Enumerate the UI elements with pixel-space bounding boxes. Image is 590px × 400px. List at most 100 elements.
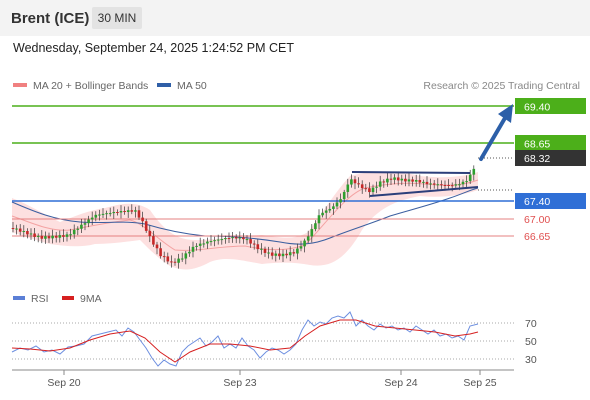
candle-body-38 xyxy=(144,221,148,231)
bollinger-swatch xyxy=(13,83,27,88)
legend-ma50: MA 50 xyxy=(157,80,207,92)
candle-body-84 xyxy=(310,229,314,237)
candle-body-66 xyxy=(245,239,249,241)
x-label-sep23: Sep 23 xyxy=(223,377,256,389)
candle-body-25 xyxy=(98,214,101,216)
candle-body-70 xyxy=(260,248,263,250)
candle-body-88 xyxy=(324,210,328,213)
candle-body-33 xyxy=(126,210,130,212)
candle-body-90 xyxy=(332,206,335,209)
candle-body-118 xyxy=(432,183,436,185)
candle-body-20 xyxy=(80,224,83,229)
candle-body-22 xyxy=(87,219,90,224)
candle-body-125 xyxy=(458,184,461,186)
candle-body-7 xyxy=(33,233,36,237)
candle-body-115 xyxy=(422,181,425,183)
candle-body-114 xyxy=(418,180,422,183)
candle-body-108 xyxy=(396,177,400,181)
candle-body-45 xyxy=(170,261,173,263)
candle-body-53 xyxy=(198,243,202,246)
candle-body-121 xyxy=(443,184,447,186)
candle-body-81 xyxy=(299,246,303,249)
candle-body-48 xyxy=(180,258,184,260)
ma20-line xyxy=(11,179,479,251)
candle-body-78 xyxy=(288,252,292,256)
header-bar: Brent (ICE) 30 MIN xyxy=(0,0,590,36)
candle-body-98 xyxy=(360,184,364,189)
candle-body-18 xyxy=(72,229,76,235)
candle-body-72 xyxy=(267,252,270,254)
candle-body-76 xyxy=(281,253,285,257)
x-label-sep25: Sep 25 xyxy=(463,377,496,389)
candle-body-82 xyxy=(303,240,306,247)
legend-rsi: RSI xyxy=(13,293,49,305)
candle-body-24 xyxy=(94,214,98,218)
candle-body-107 xyxy=(393,177,396,180)
price-label-66-65: 66.65 xyxy=(524,231,550,243)
candle-body-47 xyxy=(177,258,180,263)
candle-body-117 xyxy=(429,183,432,185)
candle-body-120 xyxy=(440,184,443,186)
legend-bollinger-label: MA 20 + Bollinger Bands xyxy=(33,80,149,92)
candle-body-49 xyxy=(184,253,188,259)
candle-body-23 xyxy=(90,217,94,220)
candle-body-27 xyxy=(105,213,108,215)
candle-body-2 xyxy=(15,228,18,230)
candle-body-97 xyxy=(357,183,360,185)
candle-body-86 xyxy=(317,215,321,224)
candle-body-104 xyxy=(382,181,386,183)
candle-body-89 xyxy=(328,208,332,211)
candle-body-28 xyxy=(108,213,112,215)
candle-body-21 xyxy=(83,223,87,225)
candle-body-99 xyxy=(364,188,368,190)
ma9-swatch xyxy=(62,296,74,301)
candle-body-68 xyxy=(252,243,256,245)
candle-body-63 xyxy=(234,237,238,239)
candle-body-37 xyxy=(141,217,144,222)
candle-body-34 xyxy=(130,210,134,212)
candle-body-3 xyxy=(18,228,22,232)
candle-body-127 xyxy=(465,181,468,183)
candle-body-83 xyxy=(306,236,310,241)
candle-body-19 xyxy=(76,228,80,230)
candle-body-80 xyxy=(296,248,299,254)
candle-body-116 xyxy=(425,181,429,185)
legend-ma50-label: MA 50 xyxy=(177,80,207,92)
candle-body-87 xyxy=(321,212,324,216)
candle-body-55 xyxy=(206,241,209,244)
candle-body-129 xyxy=(472,168,476,175)
candle-body-79 xyxy=(292,252,296,254)
rsi-line xyxy=(11,311,479,367)
candle-body-56 xyxy=(209,241,213,243)
copyright-text: Research © 2025 Trading Central xyxy=(423,80,580,92)
candle-body-73 xyxy=(270,252,274,256)
timeframe-button[interactable]: 30 MIN xyxy=(92,7,142,29)
candle-body-51 xyxy=(191,246,195,252)
candle-body-5 xyxy=(26,231,29,235)
candle-body-67 xyxy=(249,239,252,244)
candle-body-103 xyxy=(378,181,382,187)
candle-body-6 xyxy=(29,233,33,235)
candle-body-17 xyxy=(69,234,72,236)
price-label-67-00: 67.00 xyxy=(524,214,550,226)
candle-body-16 xyxy=(65,234,69,237)
instrument-title: Brent (ICE) xyxy=(11,10,90,27)
price-label-last: 68.32 xyxy=(524,153,550,165)
candle-body-30 xyxy=(116,212,119,214)
bollinger-band-area xyxy=(12,171,478,270)
candle-body-57 xyxy=(213,240,216,242)
timestamp: Wednesday, September 24, 2025 1:24:52 PM… xyxy=(13,41,294,55)
candle-body-69 xyxy=(256,244,260,250)
x-label-sep24: Sep 24 xyxy=(384,377,417,389)
candle-body-40 xyxy=(152,236,155,245)
candle-body-4 xyxy=(22,231,26,233)
rsi-level-50-label: 50 xyxy=(525,336,537,348)
candle-body-26 xyxy=(101,213,105,215)
candle-body-50 xyxy=(188,251,191,254)
candle-body-128 xyxy=(468,174,472,182)
candle-body-109 xyxy=(400,178,404,181)
candle-body-126 xyxy=(461,181,465,185)
candle-body-93 xyxy=(342,191,346,200)
candle-body-61 xyxy=(227,238,231,240)
